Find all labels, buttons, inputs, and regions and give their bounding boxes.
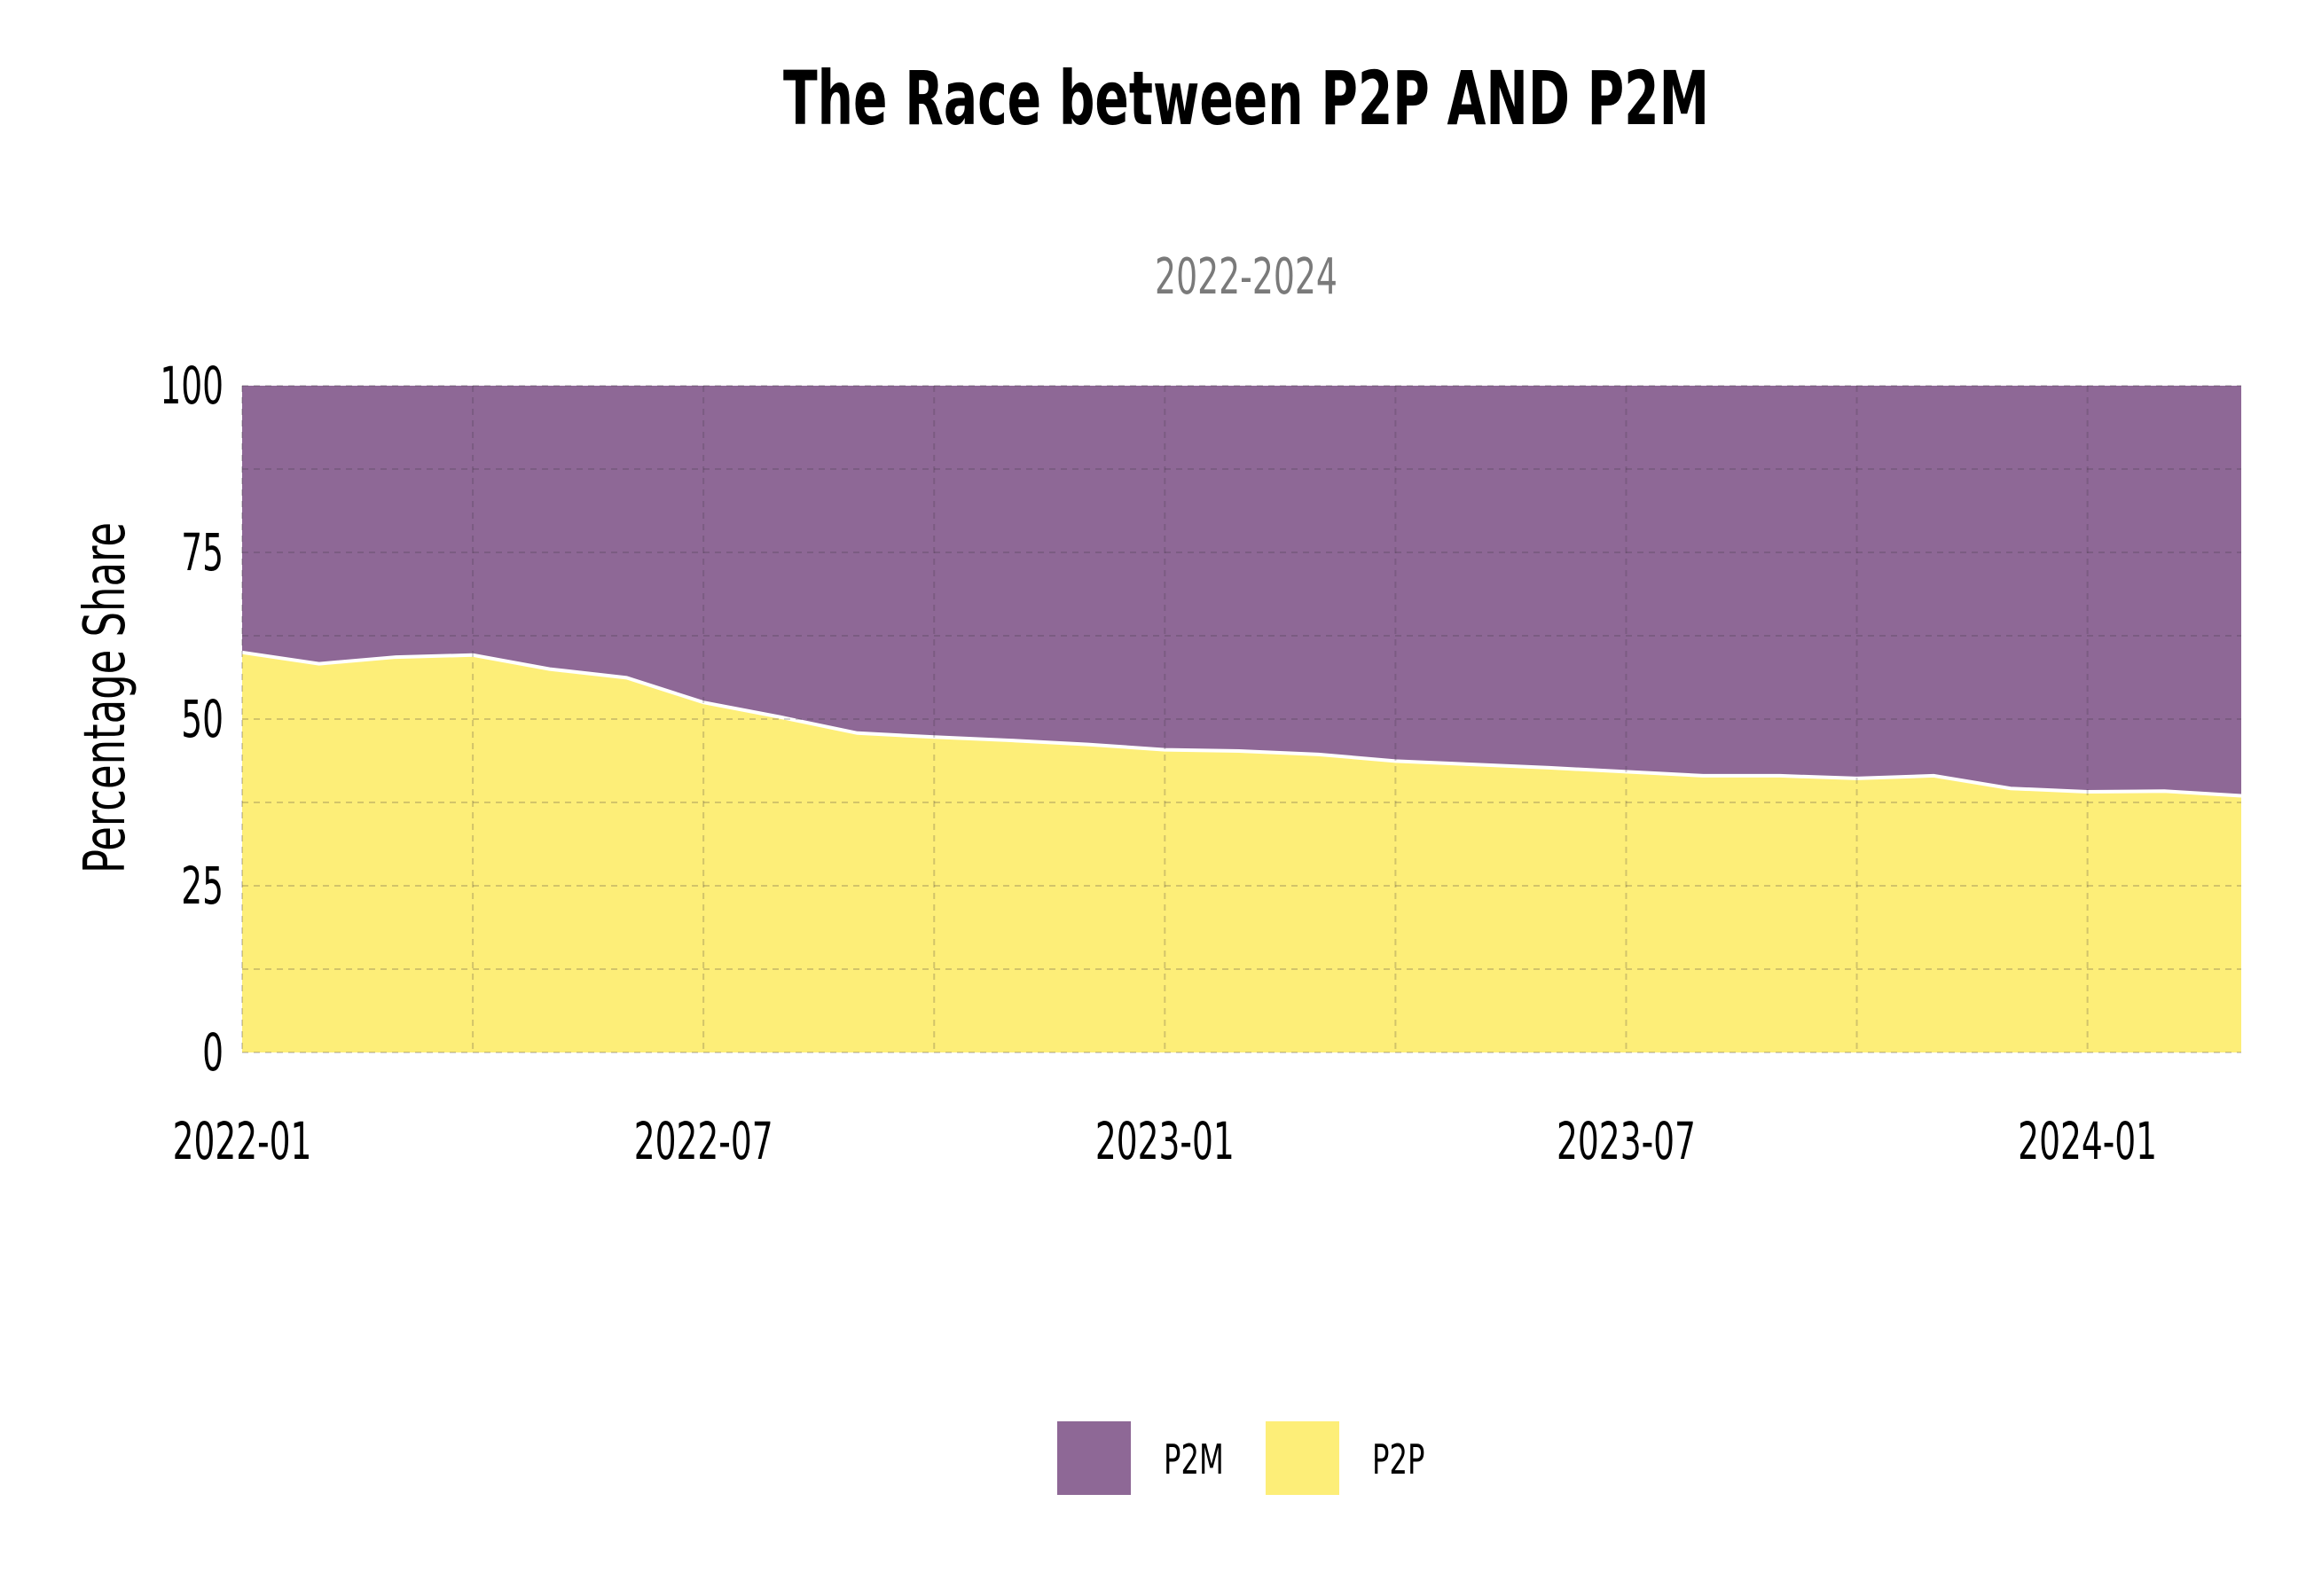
series-area-p2m	[242, 386, 2241, 796]
series-line-p2p	[241, 650, 2242, 798]
chart-subtitle: 2022-2024	[1155, 248, 1337, 306]
grid-layer	[241, 385, 2241, 1053]
chart-title: The Race between P2P AND P2M	[783, 55, 1709, 142]
y-tick-label: 75	[181, 522, 224, 583]
legend-label-p2m: P2M	[1164, 1436, 1224, 1484]
area-layer	[241, 386, 2242, 1052]
y-tick-label: 100	[160, 356, 224, 416]
y-axis: 0 25 50 75 100	[160, 356, 224, 1083]
y-tick-label: 50	[181, 689, 224, 749]
y-tick-label: 25	[181, 856, 224, 916]
series-area-p2p	[242, 652, 2241, 1052]
x-tick-label: 2023-01	[1095, 1111, 1235, 1171]
x-tick-label: 2024-01	[2018, 1111, 2157, 1171]
x-tick-label: 2023-07	[1557, 1111, 1696, 1171]
x-tick-label: 2022-07	[634, 1111, 773, 1171]
x-axis: 2022-01 2022-07 2023-01 2023-07 2024-01	[173, 1111, 2158, 1171]
legend-swatch-p2m	[1057, 1421, 1131, 1495]
legend-swatch-p2p	[1266, 1421, 1339, 1495]
y-tick-label: 0	[202, 1022, 224, 1083]
legend: P2M P2P	[1057, 1421, 1424, 1495]
x-tick-label: 2022-01	[173, 1111, 312, 1171]
legend-label-p2p: P2P	[1372, 1436, 1424, 1484]
y-axis-title: Percentage Share	[72, 522, 138, 873]
